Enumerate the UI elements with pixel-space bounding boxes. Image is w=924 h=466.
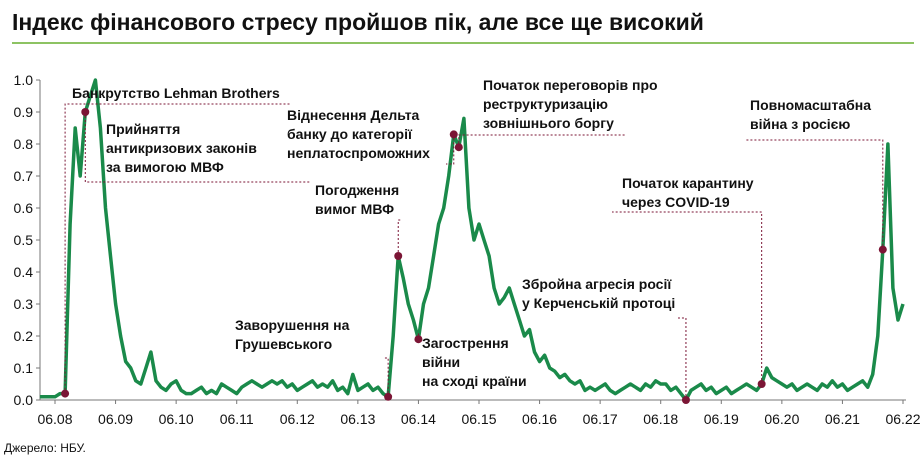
annotation: Початок карантину bbox=[622, 175, 754, 191]
annotation-marker bbox=[454, 143, 463, 152]
annotation: Банкрутство Lehman Brothers bbox=[72, 85, 280, 101]
annotation: за вимогою МВФ bbox=[106, 159, 224, 175]
annotation: банку до категорії bbox=[287, 126, 413, 142]
x-tick-label: 06.08 bbox=[37, 411, 72, 427]
annotation: неплатоспроможних bbox=[287, 145, 430, 161]
annotation-marker bbox=[414, 335, 423, 344]
annotation-marker bbox=[681, 396, 690, 404]
leader-line bbox=[397, 219, 402, 256]
x-tick-label: 06.16 bbox=[522, 411, 557, 427]
x-tick-label: 06.22 bbox=[885, 411, 920, 427]
annotation: зовнішнього боргу bbox=[483, 115, 614, 131]
annotation: на сході країни bbox=[422, 373, 527, 389]
y-tick-label: 0.5 bbox=[14, 232, 34, 248]
leader-line bbox=[458, 134, 625, 148]
annotation: Повномасштабна bbox=[750, 97, 871, 113]
annotation: Погодження bbox=[315, 182, 399, 198]
source: Джерело: НБУ. bbox=[4, 441, 86, 455]
x-tick-label: 06.17 bbox=[583, 411, 618, 427]
annotation: Віднесення Дельта bbox=[287, 107, 420, 123]
leader-line bbox=[384, 357, 389, 397]
x-tick-label: 06.12 bbox=[280, 411, 315, 427]
x-tick-label: 06.18 bbox=[643, 411, 678, 427]
y-tick-label: 0.2 bbox=[14, 328, 34, 344]
x-tick-label: 06.13 bbox=[340, 411, 375, 427]
annotation: у Керченській протоці bbox=[522, 295, 675, 311]
x-tick-label: 06.10 bbox=[159, 411, 194, 427]
x-tick-label: 06.11 bbox=[220, 411, 254, 427]
leader-line bbox=[84, 112, 310, 183]
annotation: Початок переговорів про bbox=[483, 77, 658, 93]
annotation-marker bbox=[878, 245, 887, 254]
x-tick-label: 06.21 bbox=[825, 411, 860, 427]
annotation: вимог МВФ bbox=[315, 201, 394, 217]
annotation-marker bbox=[449, 130, 458, 139]
leader-line bbox=[678, 317, 687, 400]
annotation-marker bbox=[81, 108, 90, 116]
leader-line bbox=[64, 103, 290, 394]
y-tick-label: 0.8 bbox=[14, 136, 34, 152]
annotation: війна з росією bbox=[750, 116, 850, 132]
leader-line bbox=[745, 139, 884, 250]
y-tick-label: 0.6 bbox=[14, 200, 34, 216]
y-tick-label: 0.1 bbox=[14, 360, 34, 376]
y-tick-label: 0.9 bbox=[14, 104, 34, 120]
x-tick-label: 06.14 bbox=[401, 411, 436, 427]
annotation: війни bbox=[422, 354, 460, 370]
annotation: антикризових законів bbox=[106, 140, 257, 156]
x-tick-label: 06.09 bbox=[98, 411, 133, 427]
x-tick-label: 06.19 bbox=[704, 411, 739, 427]
annotation: Збройна агресія росії bbox=[522, 276, 672, 292]
annotation: Грушевського bbox=[235, 336, 332, 352]
y-tick-label: 0.0 bbox=[14, 392, 34, 408]
leader-line bbox=[446, 134, 455, 165]
x-tick-label: 06.15 bbox=[461, 411, 496, 427]
annotation-marker bbox=[61, 389, 70, 398]
annotation: Прийняття bbox=[106, 121, 180, 137]
y-tick-label: 1.0 bbox=[14, 72, 34, 88]
annotation-marker bbox=[394, 252, 403, 260]
annotation: реструктуризацію bbox=[483, 96, 608, 112]
leader-line bbox=[612, 211, 763, 384]
annotation: Заворушення на bbox=[235, 317, 350, 333]
annotation: Загострення bbox=[422, 335, 509, 351]
series-line bbox=[39, 78, 905, 402]
y-tick-label: 0.4 bbox=[14, 264, 34, 280]
chart-title: Індекс фінансового стресу пройшов пік, а… bbox=[12, 9, 704, 35]
annotation-marker bbox=[384, 392, 393, 401]
y-tick-label: 0.3 bbox=[14, 296, 34, 312]
annotation-marker bbox=[757, 380, 766, 388]
annotation: через COVID-19 bbox=[622, 194, 730, 210]
x-tick-label: 06.20 bbox=[764, 411, 799, 427]
y-tick-label: 0.7 bbox=[14, 168, 34, 184]
